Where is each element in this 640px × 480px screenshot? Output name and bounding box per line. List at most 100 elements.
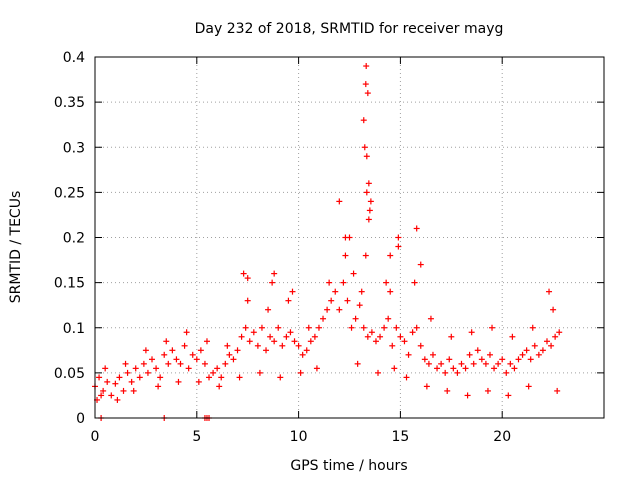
data-point [523,347,530,354]
data-point [478,356,485,363]
data-point [114,396,121,403]
y-tick-label: 0.35 [54,95,85,111]
data-point [222,360,229,367]
data-point [98,392,105,399]
data-point [185,365,192,372]
data-point [535,351,542,358]
data-point [550,306,557,313]
data-point [336,306,343,313]
data-point [401,338,408,345]
data-point [104,378,111,385]
data-point [112,380,119,387]
data-point [144,369,151,376]
x-tick-label: 0 [91,429,100,445]
data-point [529,324,536,331]
data-point [434,365,441,372]
data-point [356,302,363,309]
data-point [315,324,322,331]
data-point [360,324,367,331]
data-point [531,342,538,349]
data-point [499,356,506,363]
data-point [358,288,365,295]
data-point [495,360,502,367]
data-point [297,369,304,376]
data-point [313,365,320,372]
data-point [256,369,263,376]
data-point [299,351,306,358]
y-tick-label: 0.05 [54,366,85,382]
data-point [181,342,188,349]
data-point [197,347,204,354]
data-point [246,338,253,345]
data-point [163,338,170,345]
data-point [326,279,333,286]
data-point [503,369,510,376]
data-point [511,365,518,372]
data-points [92,63,563,421]
data-point [96,374,103,381]
data-point [291,338,298,345]
data-point [183,329,190,336]
data-point [124,369,131,376]
data-point [116,374,123,381]
data-point [277,374,284,381]
data-point [417,261,424,268]
data-point [271,270,278,277]
data-point [287,329,294,336]
data-point [372,338,379,345]
data-point [413,225,420,232]
data-point [354,360,361,367]
data-point [421,356,428,363]
data-point [385,315,392,322]
data-point [177,360,184,367]
y-tick-label: 0.25 [54,185,85,201]
data-point [230,356,237,363]
data-point [444,387,451,394]
data-point [364,333,371,340]
data-point [244,275,251,282]
data-point [122,360,129,367]
data-point [332,288,339,295]
data-point [279,342,286,349]
data-point [120,387,127,394]
data-point [375,369,382,376]
data-point [470,360,477,367]
data-point [324,306,331,313]
data-point [423,383,430,390]
data-point [155,383,162,390]
data-point [489,324,496,331]
data-point [132,365,139,372]
data-point [271,338,278,345]
data-point [218,374,225,381]
data-point [554,387,561,394]
axes: 0 0.05 0.1 0.15 0.2 0.25 0.3 0.35 0.4 0 5 10 15 20 [54,50,605,445]
data-point [548,342,555,349]
data-point [234,347,241,354]
data-point [365,216,372,223]
data-point [543,338,550,345]
data-point [468,329,475,336]
data-point [446,356,453,363]
data-point [360,117,367,124]
data-point [136,374,143,381]
x-tick-label: 20 [493,429,511,445]
y-tick-label: 0.1 [63,321,85,337]
data-point [175,378,182,385]
x-tick-label: 5 [192,429,201,445]
data-point [350,270,357,277]
data-point [527,356,534,363]
data-point [438,360,445,367]
data-point [365,180,372,187]
data-point [525,383,532,390]
data-point [448,333,455,340]
data-point [377,333,384,340]
data-point [491,365,498,372]
data-point [305,324,312,331]
data-point [505,392,512,399]
data-point [275,324,282,331]
data-point [269,279,276,286]
data-point [311,333,318,340]
data-point [210,369,217,376]
data-point [362,252,369,259]
plot-frame [94,56,605,419]
